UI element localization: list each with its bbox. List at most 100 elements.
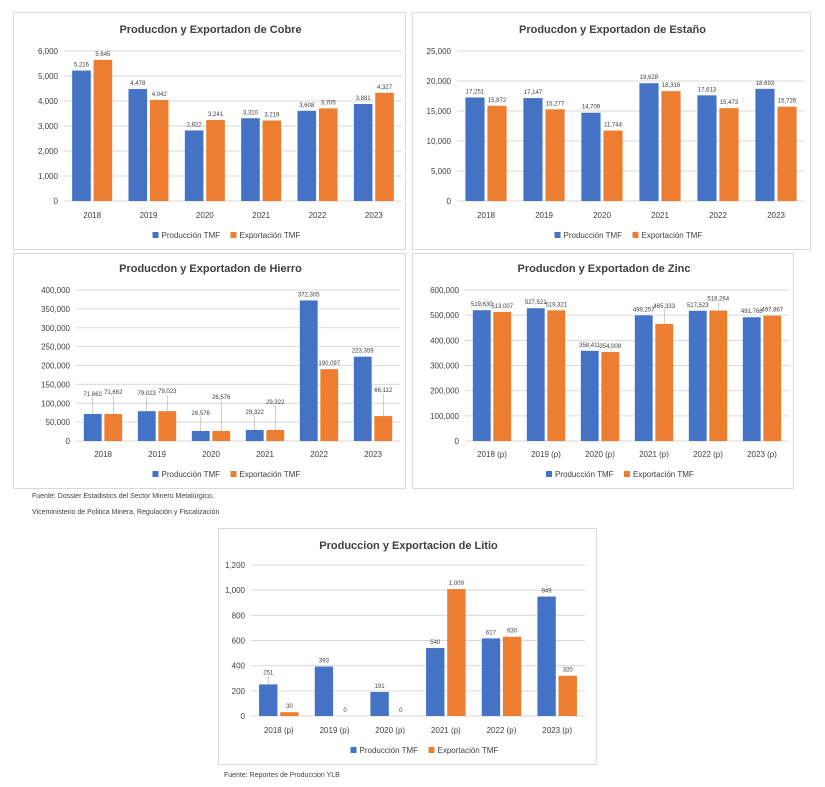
bar-production-2020 <box>191 430 210 441</box>
data-label: 15,473 <box>720 100 739 106</box>
y-tick-label: 5,000 <box>431 167 452 176</box>
data-label: 71,662 <box>104 390 123 396</box>
y-tick-label: 0 <box>241 712 246 721</box>
bar-production-2021 <box>241 118 260 201</box>
x-tick-label: 2019 (p) <box>320 726 350 735</box>
data-label: 17,613 <box>698 87 717 93</box>
chart-panel-litio: Produccion y Exportacion de Litio 0 200 400… <box>218 528 597 765</box>
x-tick-label: 2020 <box>202 450 220 459</box>
x-tick-label: 2019 (p) <box>531 450 561 459</box>
bar-production-2020 (p) <box>370 691 389 716</box>
x-tick-label: 2021 (p) <box>431 726 461 735</box>
data-label: 11,744 <box>604 123 623 129</box>
bar-production-2022 <box>299 300 318 441</box>
x-tick-label: 2018 (p) <box>477 450 507 459</box>
y-tick-label: 500,000 <box>430 311 459 320</box>
bar-export-2020 <box>212 430 231 441</box>
legend-export-label: Exportación TMF <box>240 231 301 240</box>
data-label: 1,009 <box>449 581 465 587</box>
bar-production-2022 (p) <box>688 310 707 441</box>
bar-export-2021 (p) <box>655 323 674 441</box>
y-tick-label: 0 <box>455 437 460 446</box>
bar-export-2021 <box>266 429 285 441</box>
data-label: 519,321 <box>545 302 567 308</box>
data-label: 519,630 <box>471 302 493 308</box>
x-tick-label: 2020 (p) <box>375 726 405 735</box>
x-tick-label: 2022 (p) <box>487 726 517 735</box>
bar-export-2023 <box>374 416 393 441</box>
y-tick-label: 0 <box>54 197 59 206</box>
bar-export-2019 <box>158 411 177 441</box>
data-label: 0 <box>399 708 403 714</box>
bar-production-2023 (p) <box>742 317 761 441</box>
data-label: 465,333 <box>653 304 675 310</box>
bar-production-2021 (p) <box>634 315 653 441</box>
bar-production-2019 <box>523 98 543 201</box>
bar-export-2023 <box>375 92 394 201</box>
x-tick-label: 2020 <box>196 211 214 220</box>
legend-export-label: Exportación TMF <box>633 470 694 479</box>
y-tick-label: 15,000 <box>427 107 452 116</box>
data-label: 527,521 <box>525 300 547 306</box>
data-label: 191 <box>375 684 386 690</box>
y-tick-label: 0 <box>447 197 452 206</box>
x-tick-label: 2021 (p) <box>639 450 669 459</box>
x-tick-label: 2018 (p) <box>264 726 294 735</box>
y-tick-label: 200 <box>232 687 246 696</box>
chart-svg-estano: Producdon y Exportadon de Estaño 0 5,000 10… <box>427 24 805 240</box>
legend-export-label: Exportación TMF <box>642 231 703 240</box>
chart-svg-zinc: Producdon y Exportadon de Zinc 0 100,000 20… <box>430 263 789 479</box>
data-label: 2,822 <box>187 122 203 128</box>
chart-svg-hierro: Producdon y Exportadon de Hierro 0 50,000 1… <box>41 263 400 479</box>
y-tick-label: 400 <box>232 662 246 671</box>
bar-export-2020 (p) <box>601 351 620 441</box>
y-tick-label: 25,000 <box>427 47 452 56</box>
bar-production-2022 <box>697 95 717 201</box>
y-tick-label: 200,000 <box>430 387 459 396</box>
y-tick-label: 300,000 <box>41 324 70 333</box>
bar-production-2018 <box>465 97 485 201</box>
chart-svg-litio: Produccion y Exportacion de Litio 0 200 400… <box>225 540 585 755</box>
data-label: 190,097 <box>318 361 340 367</box>
x-tick-label: 2021 <box>651 211 669 220</box>
bar-export-2020 <box>603 130 623 201</box>
y-tick-label: 250,000 <box>41 343 70 352</box>
chart-title: Producdon y Exportadon de Zinc <box>518 263 691 275</box>
bar-export-2018 (p) <box>493 311 512 441</box>
bar-export-2018 <box>104 413 123 441</box>
chart-title: Produccion y Exportacion de Litio <box>319 540 498 552</box>
bar-production-2023 <box>353 103 373 201</box>
x-tick-label: 2023 <box>767 211 785 220</box>
legend-export-swatch <box>230 471 237 477</box>
data-label: 71,662 <box>84 392 103 398</box>
x-tick-label: 2019 <box>148 450 166 459</box>
y-tick-label: 20,000 <box>427 77 452 86</box>
data-label: 251 <box>263 670 274 676</box>
x-tick-label: 2020 (p) <box>585 450 615 459</box>
data-label: 499,257 <box>633 307 655 313</box>
bar-production-2020 (p) <box>580 350 599 441</box>
data-label: 518,264 <box>707 297 729 303</box>
legend-export-swatch <box>632 232 639 238</box>
bar-production-2021 <box>639 83 659 201</box>
legend-production-swatch <box>152 471 159 477</box>
data-label: 66,112 <box>374 388 393 394</box>
bar-export-2022 (p) <box>502 636 522 716</box>
legend-production-label: Producción TMF <box>555 470 614 479</box>
y-tick-label: 0 <box>66 437 71 446</box>
legend-export-swatch <box>624 471 630 477</box>
bar-production-2021 (p) <box>426 648 445 716</box>
bar-export-2022 <box>318 108 338 201</box>
bar-production-2018 <box>83 413 102 441</box>
data-label: 3,241 <box>208 112 224 118</box>
data-label: 79,023 <box>138 391 157 397</box>
y-tick-label: 4,000 <box>38 97 59 106</box>
data-label: 18,693 <box>756 81 775 87</box>
bar-production-2018 <box>72 70 91 201</box>
data-label: 223,359 <box>352 349 374 355</box>
y-tick-label: 10,000 <box>427 137 452 146</box>
legend-production-label: Producción TMF <box>360 746 419 755</box>
source-note-2: Viceministerio de Politica Minera, Regul… <box>32 509 220 516</box>
y-tick-label: 400,000 <box>430 336 459 345</box>
data-label: 949 <box>542 589 553 595</box>
